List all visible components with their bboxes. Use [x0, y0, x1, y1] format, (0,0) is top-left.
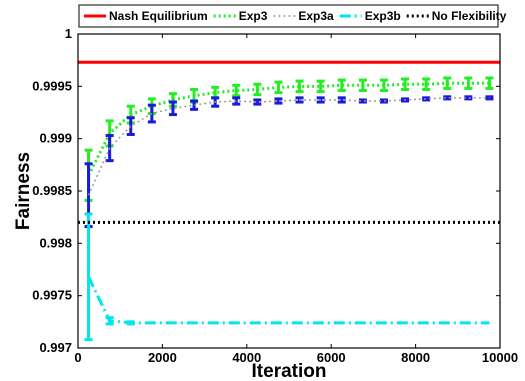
x-tick-label: 4000: [232, 350, 261, 365]
legend-entry-no-flexibility: No Flexibility: [406, 9, 507, 23]
series-exp3a: [84, 95, 494, 229]
legend-entry-exp3b: Exp3b: [339, 9, 401, 23]
legend-entry-exp3: Exp3: [213, 9, 268, 23]
x-tick-label: 2000: [148, 350, 177, 365]
x-tick-label: 0: [74, 350, 81, 365]
y-tick-label: 0.998: [39, 235, 72, 250]
y-tick-label: 0.9995: [32, 78, 72, 93]
y-tick-label: 1: [65, 26, 72, 41]
legend-entry-nash-equilibrium: Nash Equilibrium: [84, 9, 208, 23]
y-tick-label: 0.9975: [32, 288, 72, 303]
x-tick-label: 10000: [482, 350, 518, 365]
x-tick-label: 8000: [401, 350, 430, 365]
series-line: [87, 276, 490, 325]
y-tick-label: 0.9985: [32, 183, 72, 198]
plot-area: [77, 33, 501, 349]
legend-label: Nash Equilibrium: [109, 9, 208, 23]
x-axis-title: Iteration: [252, 361, 327, 381]
legend-label: No Flexibility: [432, 9, 507, 23]
series-line: [87, 97, 490, 196]
legend-label: Exp3b: [365, 9, 401, 23]
y-tick-label: 0.999: [39, 131, 72, 146]
y-axis-title: Fairness: [13, 152, 34, 230]
legend: Nash Equilibrium Exp3 Exp3a Exp3b No Flexibi…: [78, 4, 507, 28]
y-tick-label: 0.997: [39, 340, 72, 355]
legend-entry-exp3a: Exp3a: [273, 9, 334, 23]
y-axis: 0.997 0.9975 0.998 0.9985 0.999 0.9995 1: [32, 26, 500, 355]
x-tick-label: 6000: [317, 350, 346, 365]
x-axis: 0 2000 4000 6000 8000 10000: [74, 34, 518, 365]
legend-label: Exp3a: [298, 9, 334, 23]
legend-label: Exp3: [239, 9, 268, 23]
series-exp3b: [84, 212, 490, 342]
